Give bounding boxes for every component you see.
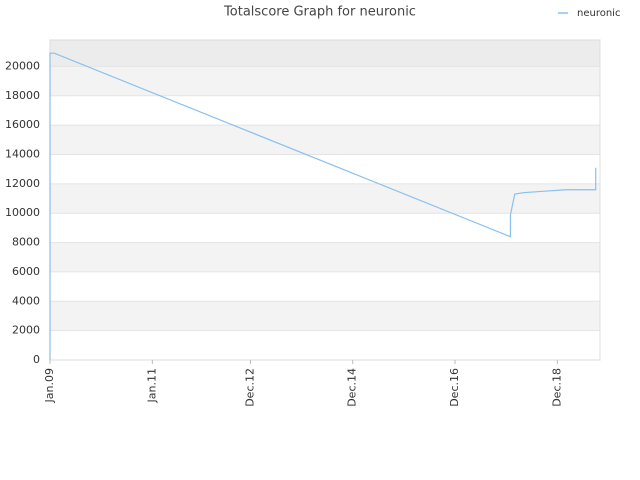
- grid-band: [50, 40, 600, 67]
- y-tick-label: 20000: [5, 59, 40, 72]
- y-tick-label: 16000: [5, 118, 40, 131]
- grid-band: [50, 271, 600, 302]
- grid-band: [50, 125, 600, 155]
- y-tick-label: 8000: [12, 236, 40, 249]
- grid-band: [50, 301, 600, 331]
- x-tick-label: Dec.14: [346, 368, 359, 407]
- x-tick-label: Jan.09: [43, 368, 56, 403]
- grid-band: [50, 154, 600, 184]
- grid-band: [50, 213, 600, 243]
- grid-band: [50, 66, 600, 96]
- y-tick-label: 18000: [5, 89, 40, 102]
- x-tick-label: Dec.12: [243, 368, 256, 407]
- y-tick-label: 14000: [5, 147, 40, 160]
- grid-band: [50, 183, 600, 214]
- x-tick-label: Dec.16: [448, 368, 461, 407]
- y-tick-label: 6000: [12, 265, 40, 278]
- data-line: [49, 52, 597, 360]
- y-tick-label: 0: [33, 353, 40, 366]
- y-tick-label: 12000: [5, 177, 40, 190]
- y-tick-label: 2000: [12, 324, 40, 337]
- grid-band: [50, 330, 600, 360]
- legend-label: neuronic: [577, 8, 620, 19]
- chart-title: Totalscore Graph for neuronic: [223, 5, 416, 20]
- y-tick-label: 10000: [5, 206, 40, 219]
- y-tick-label: 4000: [12, 294, 40, 307]
- grid-band: [50, 242, 600, 272]
- x-tick-label: Jan.11: [145, 368, 158, 403]
- x-tick-label: Dec.18: [550, 368, 563, 407]
- grid-band: [50, 95, 600, 126]
